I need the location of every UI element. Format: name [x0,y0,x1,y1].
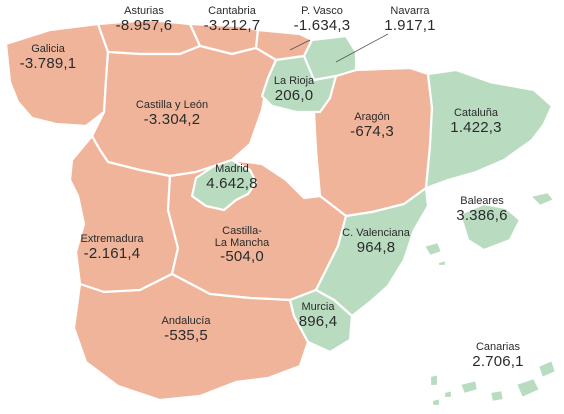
region-baleares-ibiza [422,240,444,258]
label-cantabria: Cantabria -3.212,7 [203,5,261,34]
region-value: 1.422,3 [450,118,502,136]
region-value: -3.212,7 [203,16,261,34]
region-value: 1.917,1 [384,16,436,34]
label-canarias: Canarias 2.706,1 [472,341,524,370]
region-value: -674,3 [350,122,394,140]
region-canarias-lapalma [428,372,440,388]
region-baleares-mallorca [458,202,522,252]
label-aragon: Aragón -674,3 [350,111,394,140]
region-value: -535,5 [164,326,208,344]
region-canarias-tenerife [458,378,480,396]
region-name: Extremadura [80,233,144,245]
region-name: C. Valenciana [342,227,410,239]
region-murcia [288,288,354,354]
region-canarias-lanzarote [536,358,558,380]
region-baleares-menorca [528,190,556,208]
label-extremadura: Extremadura -2.161,4 [80,233,144,262]
label-andalucia: Andalucía -535,5 [161,315,211,344]
region-value: 206,0 [274,86,314,104]
region-baleares-formentera [436,258,448,268]
region-madrid [190,158,258,212]
region-value: -8.957,6 [115,16,173,34]
label-la-rioja: La Rioja 206,0 [273,75,315,104]
region-name: Asturias [124,5,164,17]
region-value: -3.304,2 [143,110,201,128]
region-value: -504,0 [220,248,264,266]
region-name: La Rioja [273,75,315,87]
region-value: 4.642,8 [206,174,258,192]
region-name: Castilla y León [135,99,209,111]
region-canarias-fuerteventura [514,376,542,400]
leader-pvasco [289,39,311,51]
region-la-rioja [260,54,338,114]
label-navarra: Navarra 1.917,1 [384,5,436,34]
leader-navarra [335,33,389,63]
region-cataluna [424,68,554,190]
region-canarias-gomera [442,388,454,400]
region-name: Madrid [215,163,249,175]
label-asturias: Asturias -8.957,6 [115,5,173,34]
region-value: -2.161,4 [83,244,141,262]
region-value: 964,8 [356,238,396,256]
region-canarias-hierro [430,396,442,408]
region-c-valenciana [314,186,430,318]
region-name: Canarias [475,341,521,353]
region-name: Castilla- La Mancha [214,225,270,249]
region-name: Aragón [354,111,390,123]
region-name: Cataluña [453,107,499,119]
region-value: -1.634,3 [293,16,351,34]
label-castilla-y-leon: Castilla y León -3.304,2 [135,99,209,128]
region-name: Murcia [301,301,335,313]
region-name: P. Vasco [301,5,343,17]
region-canarias-grancanaria [488,388,506,404]
label-galicia: Galicia -3.789,1 [19,43,77,72]
label-baleares: Baleares 3.386,6 [456,195,508,224]
label-madrid: Madrid 4.642,8 [206,163,258,192]
label-c-valenciana: C. Valenciana 964,8 [342,227,410,256]
region-galicia [4,22,110,128]
label-pvasco: P. Vasco -1.634,3 [293,5,351,34]
region-name: Andalucía [161,315,211,327]
region-value: 896,4 [298,312,338,330]
region-name: Navarra [390,5,430,17]
label-cataluna: Cataluña 1.422,3 [450,107,502,136]
label-murcia: Murcia 896,4 [298,301,338,330]
region-name: Cantabria [208,5,256,17]
region-andalucia [72,272,310,402]
region-name: Baleares [460,195,504,207]
region-name: Galicia [31,43,65,55]
label-castilla-la-mancha: Castilla- La Mancha -504,0 [214,225,270,266]
region-value: -3.789,1 [19,54,77,72]
region-value: 2.706,1 [472,352,524,370]
region-value: 3.386,6 [456,206,508,224]
